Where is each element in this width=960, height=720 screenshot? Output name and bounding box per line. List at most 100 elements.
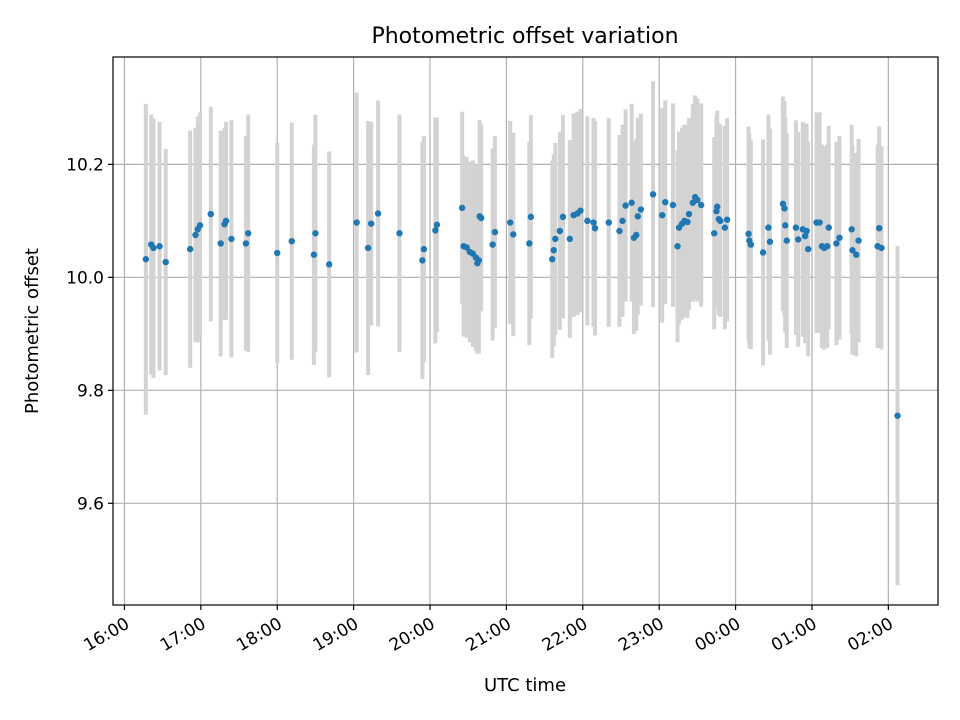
data-point: [723, 216, 731, 223]
data-point: [782, 222, 789, 229]
data-point: [288, 237, 295, 245]
data-point: [150, 244, 157, 252]
plot-frame: [112, 56, 939, 606]
data-point: [745, 230, 752, 238]
x-axis-label: UTC time: [484, 675, 566, 696]
data-point: [552, 235, 559, 243]
data-point: [196, 222, 204, 229]
x-tick-label: 02:00: [844, 614, 896, 656]
data-point: [795, 236, 802, 243]
data-point: [432, 227, 439, 234]
data-point: [674, 243, 681, 250]
data-point: [526, 240, 533, 247]
data-point: [162, 258, 169, 266]
data-point: [878, 244, 885, 252]
data-point: [310, 251, 318, 258]
data-point: [684, 218, 691, 226]
data-point: [824, 243, 831, 250]
data-point: [475, 257, 483, 264]
data-point: [559, 213, 567, 221]
data-point: [649, 191, 657, 198]
x-tick-label: 17:00: [157, 614, 209, 656]
data-point: [619, 217, 626, 225]
data-point: [242, 240, 250, 247]
data-point: [849, 247, 856, 254]
data-point: [714, 203, 721, 210]
data-point: [222, 217, 230, 225]
data-point: [848, 226, 855, 233]
data-point: [458, 204, 466, 212]
data-point: [825, 224, 832, 231]
data-point: [353, 219, 360, 226]
data-point: [833, 240, 840, 247]
data-point: [697, 201, 705, 209]
data-point: [855, 237, 862, 244]
data-point: [622, 202, 629, 209]
data-point: [374, 210, 382, 217]
y-tick-label: 10.2: [66, 155, 104, 175]
data-point: [694, 196, 701, 204]
data-point: [662, 198, 669, 206]
y-tick-label: 9.8: [77, 381, 104, 401]
data-point: [747, 241, 755, 248]
grid-layer: [113, 57, 938, 605]
data-point: [792, 224, 800, 231]
data-point: [549, 256, 556, 263]
data-point: [804, 245, 812, 253]
x-tick-label: 18:00: [233, 614, 285, 656]
data-point: [669, 201, 677, 209]
data-point: [894, 412, 901, 419]
data-point: [463, 244, 470, 251]
data-point: [685, 210, 693, 218]
data-point: [766, 238, 774, 245]
data-point: [659, 211, 666, 219]
x-tick-label: 19:00: [310, 614, 362, 656]
data-point: [192, 231, 199, 239]
data-point: [803, 227, 810, 235]
data-point: [628, 199, 635, 206]
x-tick-label: 23:00: [615, 614, 667, 656]
x-tick-label: 00:00: [692, 614, 744, 656]
y-tick-label: 9.6: [77, 494, 104, 514]
data-point: [527, 213, 535, 221]
x-tick-label: 21:00: [462, 614, 514, 656]
data-point: [142, 256, 150, 263]
data-point: [489, 241, 496, 248]
data-point: [717, 217, 724, 225]
data-point: [590, 219, 597, 226]
data-point: [781, 205, 788, 212]
data-point: [721, 224, 729, 231]
data-point: [312, 230, 319, 237]
data-point: [507, 219, 514, 226]
data-point: [186, 245, 194, 253]
data-point: [836, 234, 843, 241]
data-point: [853, 251, 860, 258]
data-point: [816, 219, 823, 226]
data-point: [245, 230, 252, 237]
x-tick-label: 01:00: [768, 614, 820, 656]
data-point: [689, 199, 696, 206]
data-point: [419, 257, 426, 264]
data-point: [207, 210, 214, 218]
data-point: [491, 228, 499, 236]
point-layer: [142, 191, 901, 419]
data-point: [765, 224, 772, 231]
data-point: [759, 249, 767, 256]
data-point: [367, 220, 375, 227]
data-point: [433, 221, 441, 228]
x-tick-label: 22:00: [539, 614, 591, 656]
data-point: [605, 219, 612, 226]
data-point: [274, 249, 281, 257]
data-point: [584, 217, 591, 225]
data-point: [633, 231, 640, 239]
data-point: [396, 230, 403, 237]
data-point: [637, 206, 645, 213]
data-point: [783, 237, 790, 244]
x-tick-label: 20:00: [386, 614, 438, 656]
data-point: [364, 244, 372, 252]
data-point: [550, 247, 557, 254]
data-point: [566, 235, 574, 243]
data-point: [217, 240, 224, 247]
data-point: [556, 227, 564, 235]
